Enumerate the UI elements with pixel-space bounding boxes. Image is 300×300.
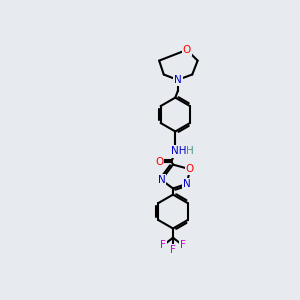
Text: O: O — [155, 157, 163, 166]
Text: H: H — [186, 146, 194, 157]
Text: NH: NH — [171, 146, 186, 157]
Text: N: N — [183, 179, 191, 189]
Text: F: F — [160, 240, 166, 250]
Text: N: N — [174, 75, 182, 85]
Text: O: O — [183, 45, 191, 55]
Text: O: O — [186, 164, 194, 174]
Text: N: N — [158, 175, 165, 185]
Text: F: F — [170, 245, 176, 255]
Text: F: F — [180, 240, 186, 250]
